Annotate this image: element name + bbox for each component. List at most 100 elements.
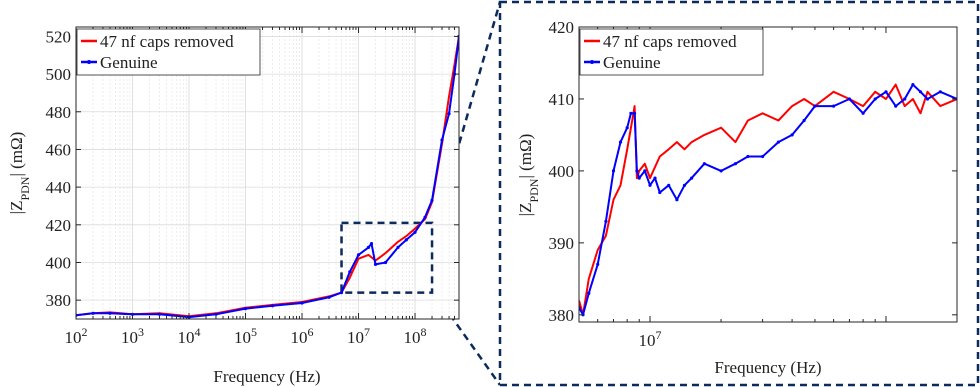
x-tick-label: 102 <box>65 325 88 347</box>
data-point-genuine <box>396 245 400 249</box>
y-tick-label: 390 <box>549 234 575 253</box>
data-point-genuine <box>847 97 852 101</box>
data-point-genuine <box>894 104 898 108</box>
y-tick-label: 440 <box>46 178 72 197</box>
zoomed-plot: 380 390 400 410 420 107 Frequency (Hz) |ZPDN|… <box>498 0 980 387</box>
plot-frame <box>75 26 460 320</box>
series-lines <box>76 34 459 319</box>
legend-marker-blue <box>590 60 594 64</box>
data-point-genuine <box>596 262 600 266</box>
x-axis-label: Frequency (Hz) <box>714 358 821 377</box>
data-point-genuine <box>648 183 652 187</box>
legend-label-caps-removed: 47 nf caps removed <box>603 32 737 51</box>
data-point-genuine <box>682 183 687 187</box>
series-lines <box>579 83 957 317</box>
data-point-genuine <box>643 169 647 173</box>
x-tick-label: 106 <box>291 325 314 347</box>
data-point-genuine <box>366 245 371 249</box>
gridlines <box>76 27 459 319</box>
data-point-genuine <box>625 126 629 130</box>
legend-label-genuine: Genuine <box>603 53 661 72</box>
data-point-genuine <box>903 97 907 101</box>
zoom-box-layer <box>340 221 434 294</box>
data-point-genuine <box>746 154 750 159</box>
y-tick-label: 420 <box>549 18 575 37</box>
data-point-genuine <box>413 230 417 234</box>
data-point-genuine <box>667 183 671 187</box>
y-axis-label: |ZPDN| (mΩ) <box>7 132 32 215</box>
legend: 47 nf caps removed Genuine <box>579 28 764 76</box>
y-tick-label: 410 <box>549 90 575 109</box>
legend-box <box>76 28 261 76</box>
x-tick-label: 107 <box>347 325 370 347</box>
data-point-genuine <box>587 291 591 295</box>
data-point-genuine <box>157 312 162 316</box>
data-point-genuine <box>911 83 915 87</box>
data-point-genuine <box>918 90 923 94</box>
data-point-genuine <box>356 253 361 257</box>
x-tick-label: 105 <box>234 325 257 347</box>
data-point-genuine <box>884 90 888 94</box>
full-range-plot: 380 400 420 440 460 480 500 520 102 103 104 105 106 1… <box>7 26 460 386</box>
y-tick-label: 480 <box>46 103 72 122</box>
data-point-genuine <box>604 219 608 223</box>
data-point-genuine <box>404 238 408 242</box>
zoom-region-box <box>340 221 434 294</box>
x-tick-label: 107 <box>639 328 662 350</box>
data-point-genuine <box>91 311 95 315</box>
data-point-genuine <box>447 112 451 116</box>
data-point-genuine <box>653 176 657 180</box>
data-point-genuine <box>423 215 427 219</box>
data-point-genuine <box>633 111 637 115</box>
data-point-genuine <box>733 162 738 166</box>
data-point-genuine <box>369 242 374 246</box>
data-point-genuine <box>327 295 331 299</box>
axis-ticks: 380 390 400 410 420 107 <box>549 18 958 350</box>
x-axis-label: Frequency (Hz) <box>213 367 320 386</box>
y-tick-label: 500 <box>46 65 72 84</box>
data-point-genuine <box>383 260 388 265</box>
legend: 47 nf caps removed Genuine <box>76 28 261 76</box>
x-tick-label: 108 <box>404 325 427 347</box>
y-tick-label: 520 <box>46 27 72 46</box>
data-point-genuine <box>637 176 641 180</box>
data-point-genuine <box>802 118 806 123</box>
data-point-genuine <box>440 138 444 142</box>
data-point-genuine <box>925 97 930 101</box>
y-tick-label: 400 <box>549 162 575 181</box>
y-tick-label: 380 <box>549 306 575 325</box>
axis-ticks: 380 400 420 440 460 480 500 520 102 103 104 105 106 1… <box>46 27 460 347</box>
data-point-genuine <box>719 169 723 173</box>
data-point-genuine <box>214 312 218 316</box>
y-tick-label: 460 <box>46 140 72 159</box>
legend-marker-blue <box>87 60 91 64</box>
data-point-genuine <box>629 111 633 115</box>
series-line-caps-removed <box>579 83 957 316</box>
data-point-genuine <box>658 190 662 195</box>
data-point-genuine <box>270 304 275 308</box>
data-point-genuine <box>300 301 304 305</box>
data-point-genuine <box>108 311 112 315</box>
data-point-genuine <box>430 198 434 202</box>
data-point-genuine <box>611 169 616 173</box>
data-point-genuine <box>813 104 817 108</box>
y-tick-label: 400 <box>46 253 72 272</box>
data-point-genuine <box>618 140 623 144</box>
plot-frame <box>578 26 958 323</box>
data-point-genuine <box>702 162 707 166</box>
y-tick-label: 420 <box>46 216 72 235</box>
data-point-genuine <box>938 90 942 94</box>
x-tick-label: 103 <box>121 325 144 347</box>
data-point-genuine <box>243 307 248 311</box>
legend-label-genuine: Genuine <box>100 53 158 72</box>
x-tick-label: 104 <box>178 325 201 347</box>
data-point-genuine <box>373 262 378 266</box>
y-tick-label: 380 <box>46 291 72 310</box>
data-point-genuine <box>861 111 865 115</box>
plot-area <box>76 27 459 319</box>
legend-label-caps-removed: 47 nf caps removed <box>100 32 234 51</box>
data-point-genuine <box>348 270 352 274</box>
data-point-genuine <box>832 104 836 108</box>
data-point-genuine <box>690 176 694 180</box>
